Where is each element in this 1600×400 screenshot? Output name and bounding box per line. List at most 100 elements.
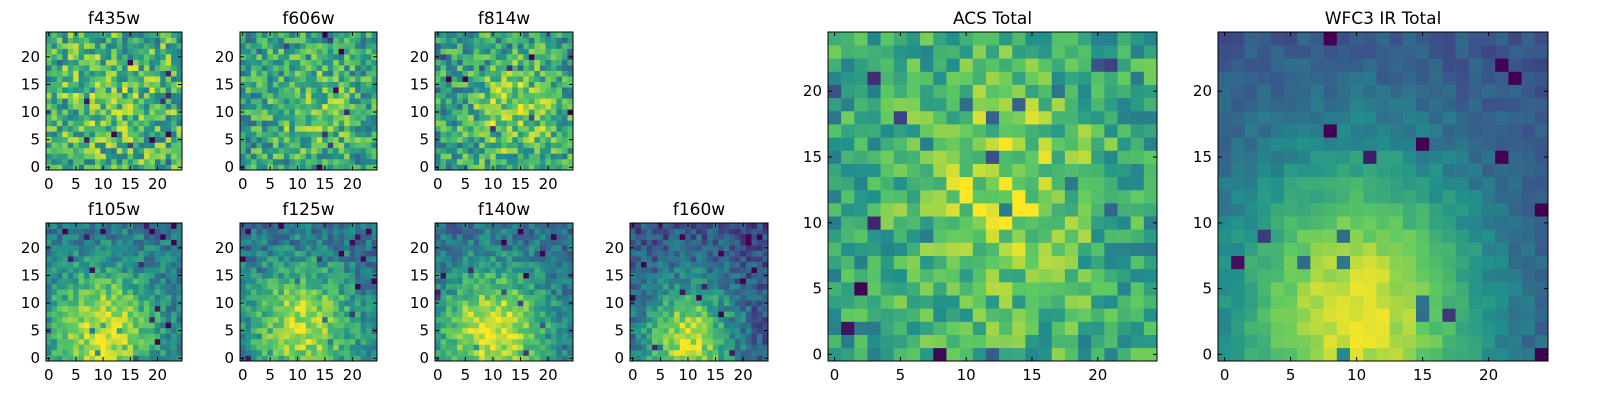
heatmap-cell <box>316 272 323 279</box>
heatmap-cell <box>652 300 658 307</box>
heatmap-cell <box>435 92 441 99</box>
heatmap-cell <box>371 37 378 44</box>
heatmap-cell <box>294 114 301 121</box>
heatmap-cell <box>635 316 642 323</box>
heatmap-cell <box>250 153 257 160</box>
heatmap-cell <box>479 327 485 334</box>
heatmap-cell <box>701 294 708 301</box>
heatmap-cell <box>1091 282 1105 296</box>
heatmap-cell <box>701 239 708 246</box>
heatmap-cell <box>294 272 301 279</box>
heatmap-cell <box>473 250 480 257</box>
heatmap-cell <box>539 32 546 38</box>
heatmap-cell <box>78 120 85 127</box>
heatmap-cell <box>933 255 947 270</box>
heatmap-cell <box>756 338 763 345</box>
heatmap-cell <box>267 153 274 160</box>
heatmap-cell <box>294 245 301 251</box>
heatmap-cell <box>360 278 367 285</box>
heatmap-cell <box>360 54 367 60</box>
heatmap-cell <box>1038 295 1053 309</box>
heatmap-cell <box>729 349 736 356</box>
heatmap-cell <box>160 283 166 290</box>
heatmap-cell <box>718 349 725 356</box>
heatmap-cell <box>712 250 719 257</box>
heatmap-cell <box>446 223 452 229</box>
heatmap-cell <box>473 43 480 49</box>
heatmap-cell <box>1012 150 1026 164</box>
heatmap-cell <box>67 250 74 257</box>
heatmap-cell <box>1117 255 1131 270</box>
heatmap-cell <box>51 239 58 246</box>
heatmap-cell <box>56 333 63 340</box>
heatmap-cell <box>133 327 139 334</box>
heatmap-cell <box>316 153 323 160</box>
heatmap-cell <box>523 289 530 296</box>
heatmap-cell <box>51 142 58 149</box>
heatmap-cell <box>176 153 183 160</box>
heatmap-cell <box>561 131 568 138</box>
heatmap-cell <box>127 305 134 312</box>
heatmap-cell <box>457 316 463 323</box>
heatmap-cell <box>67 158 74 165</box>
heatmap-cell <box>67 48 74 55</box>
heatmap-cell <box>561 239 568 246</box>
heatmap-cell <box>690 261 697 268</box>
heatmap-cell <box>663 261 669 268</box>
heatmap-cell <box>528 355 535 362</box>
heatmap-cell <box>679 305 686 312</box>
heatmap-cell <box>1025 203 1039 217</box>
heatmap-cell <box>446 125 452 132</box>
heatmap-cell <box>635 223 642 229</box>
heatmap-cell <box>94 43 101 49</box>
heatmap-cell <box>446 344 452 351</box>
heatmap-cell <box>327 142 334 149</box>
heatmap-cell <box>1025 268 1039 283</box>
heatmap-cell <box>165 267 172 273</box>
heatmap-cell <box>479 289 485 296</box>
heatmap-cell <box>506 349 513 356</box>
heatmap-cell <box>690 294 697 301</box>
heatmap-cell <box>171 327 177 334</box>
heatmap-cell <box>712 261 719 268</box>
heatmap-cell <box>322 142 328 149</box>
heatmap-cell <box>506 76 513 82</box>
heatmap-cell <box>100 311 107 318</box>
heatmap-cell <box>154 245 161 251</box>
heatmap-cell <box>245 103 252 110</box>
heatmap-cell <box>294 322 301 329</box>
heatmap-cell <box>630 316 636 323</box>
heatmap-cell <box>78 300 85 307</box>
heatmap-cell <box>127 316 134 323</box>
heatmap-cell <box>322 283 328 290</box>
y-tick-label: 0 <box>30 158 40 176</box>
heatmap-cell <box>143 92 150 99</box>
heatmap-cell <box>468 43 474 49</box>
heatmap-cell <box>1012 282 1026 296</box>
heatmap-cell <box>462 283 469 290</box>
heatmap-cell <box>261 311 268 318</box>
heatmap-cell <box>501 153 508 160</box>
x-tick-label: 0 <box>433 175 443 193</box>
heatmap-cell <box>679 250 686 257</box>
heatmap-cell <box>828 203 842 217</box>
heatmap-cell <box>149 245 156 251</box>
heatmap-cell <box>561 98 568 105</box>
heatmap-cell <box>723 283 730 290</box>
heatmap-cell <box>446 142 452 149</box>
heatmap-cell <box>556 158 563 165</box>
heatmap-cell <box>854 189 868 204</box>
heatmap-cell <box>517 338 524 345</box>
heatmap-cell <box>501 120 508 127</box>
heatmap-cell <box>674 322 680 329</box>
heatmap-cell <box>154 316 161 323</box>
heatmap-cell <box>495 120 502 127</box>
heatmap-cell <box>1091 321 1105 335</box>
heatmap-cell <box>473 327 480 334</box>
heatmap-cell <box>171 81 177 88</box>
heatmap-cell <box>1104 334 1118 349</box>
heatmap-cell <box>528 43 535 49</box>
heatmap-cell <box>484 228 491 235</box>
heatmap-cell <box>278 37 285 44</box>
heatmap-cell <box>371 43 378 49</box>
